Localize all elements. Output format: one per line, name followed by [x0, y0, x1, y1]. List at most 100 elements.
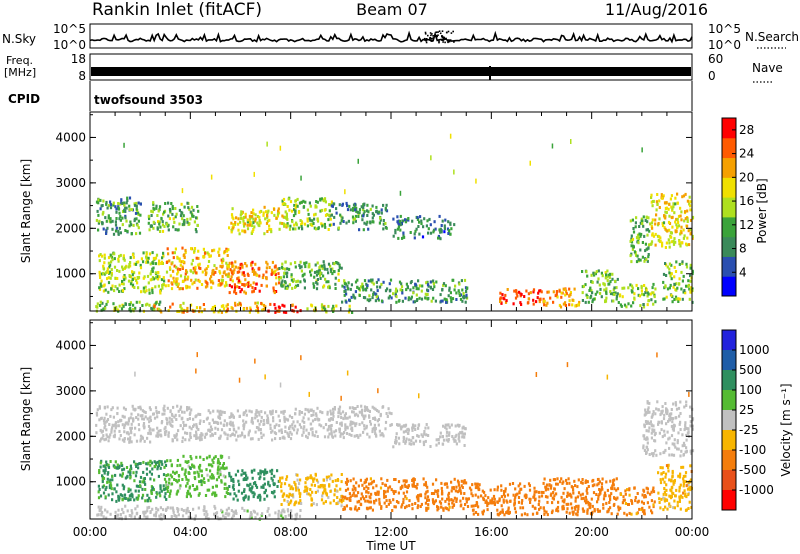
range-time-cell — [359, 433, 362, 437]
range-time-cell — [208, 488, 211, 492]
range-time-cell — [573, 506, 576, 510]
range-time-cell — [679, 244, 682, 248]
range-time-cell — [277, 516, 280, 519]
range-time-cell — [641, 493, 644, 497]
range-time-cell — [194, 228, 197, 231]
range-time-cell — [185, 477, 188, 481]
range-time-cell — [305, 489, 308, 493]
range-time-cell — [397, 236, 400, 240]
range-time-cell — [233, 492, 236, 496]
range-time-cell — [668, 418, 671, 422]
range-time-cell — [170, 423, 173, 427]
range-time-cell — [196, 436, 199, 440]
range-time-cell — [334, 434, 337, 438]
range-time-cell — [126, 199, 129, 202]
range-time-cell — [615, 286, 618, 290]
range-time-cell — [236, 270, 239, 274]
range-time-cell — [315, 414, 318, 418]
range-time-cell — [655, 213, 658, 217]
range-time-cell — [141, 435, 144, 439]
range-time-cell — [119, 214, 122, 218]
range-time-cell — [329, 501, 332, 505]
range-time-cell — [284, 210, 287, 214]
range-time-cell — [107, 439, 110, 443]
range-time-cell — [177, 282, 180, 286]
range-time-cell — [252, 217, 255, 221]
range-time-cell — [466, 286, 469, 290]
freq-strip-frame — [89, 53, 693, 81]
range-time-cell — [355, 494, 358, 498]
range-time-cell — [492, 494, 496, 498]
range-time-cell — [295, 488, 298, 492]
range-time-cell — [134, 474, 138, 478]
range-time-cell — [187, 490, 190, 493]
range-time-cell — [470, 488, 473, 492]
range-time-cell — [363, 487, 366, 491]
range-time-cell — [559, 480, 562, 484]
range-time-cell — [646, 408, 650, 412]
range-time-cell — [246, 272, 249, 276]
range-time-cell — [356, 285, 359, 289]
y-tick-label: 2000 — [55, 221, 86, 235]
range-time-cell — [377, 298, 380, 302]
range-time-cell — [501, 508, 504, 512]
range-time-cell — [182, 420, 185, 424]
range-time-cell — [542, 491, 545, 494]
range-time-cell — [115, 514, 118, 518]
range-time-cell — [121, 474, 124, 478]
range-time-cell — [157, 209, 160, 213]
range-time-cell — [351, 215, 355, 219]
range-time-cell — [686, 284, 689, 288]
range-time-cell — [251, 230, 254, 233]
range-time-cell — [387, 296, 390, 300]
range-time-cell — [513, 498, 516, 502]
range-time-cell — [233, 268, 236, 272]
range-time-cell — [100, 279, 103, 283]
range-time-cell — [236, 277, 239, 281]
range-time-cell — [170, 475, 174, 479]
range-time-cell — [667, 220, 671, 224]
range-time-cell — [349, 287, 352, 291]
range-time-cell — [663, 433, 666, 437]
range-time-cell — [353, 507, 357, 511]
range-time-cell — [402, 439, 405, 443]
range-time-cell — [121, 468, 124, 472]
range-time-cell — [502, 498, 505, 502]
range-time-cell — [316, 489, 319, 493]
range-time-cell — [634, 496, 637, 499]
range-time-cell — [378, 429, 381, 433]
range-time-cell — [590, 497, 593, 501]
range-time-cell — [166, 247, 169, 251]
range-time-cell — [162, 283, 165, 287]
range-time-cell — [441, 497, 444, 501]
range-time-cell — [417, 494, 420, 498]
range-time-cell — [680, 270, 683, 274]
range-time-cell — [129, 464, 132, 468]
range-time-cell — [384, 208, 387, 212]
range-time-cell — [182, 260, 185, 264]
range-time-cell — [466, 497, 469, 501]
range-time-cell — [246, 220, 249, 224]
range-time-cell — [343, 293, 346, 297]
range-time-cell — [424, 492, 427, 496]
range-time-cell — [686, 236, 689, 240]
range-time-cell — [628, 488, 631, 492]
range-time-cell — [597, 277, 600, 281]
range-time-cell — [276, 212, 280, 216]
range-time-cell — [411, 436, 414, 439]
range-time-cell — [345, 497, 349, 501]
range-time-cell — [363, 221, 366, 225]
range-time-cell — [420, 219, 423, 223]
range-time-cell — [677, 224, 681, 228]
range-time-cell — [169, 473, 172, 477]
range-time-cell — [106, 270, 110, 274]
range-time-cell — [100, 513, 103, 517]
range-time-cell — [312, 479, 315, 483]
range-time-cell — [487, 496, 490, 500]
range-time-cell — [283, 224, 286, 228]
range-time-cell — [680, 449, 683, 453]
range-time-cell — [379, 486, 383, 490]
range-time-cell — [371, 427, 374, 431]
range-time-cell — [294, 212, 297, 216]
range-time-cell — [248, 310, 251, 314]
